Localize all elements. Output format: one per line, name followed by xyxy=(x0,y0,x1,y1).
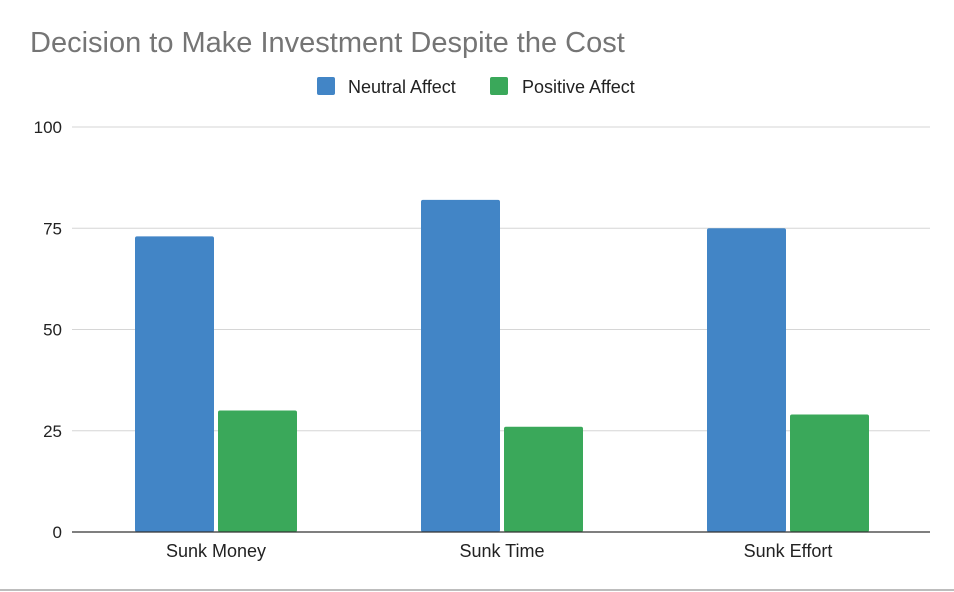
legend-label-positive-affect: Positive Affect xyxy=(522,77,635,97)
y-axis-tick-labels: 0 25 50 75 100 xyxy=(34,118,62,542)
x-category-label: Sunk Time xyxy=(459,541,544,561)
legend-label-neutral-affect: Neutral Affect xyxy=(348,77,456,97)
y-tick-label: 50 xyxy=(43,321,62,340)
y-tick-label: 100 xyxy=(34,118,62,137)
bars xyxy=(135,199,869,532)
y-tick-label: 0 xyxy=(53,523,62,542)
x-category-label: Sunk Effort xyxy=(744,541,833,561)
x-axis-category-labels: Sunk Money Sunk Time Sunk Effort xyxy=(166,541,832,561)
chart-title: Decision to Make Investment Despite the … xyxy=(30,27,625,59)
legend-swatch-positive-affect xyxy=(490,77,508,95)
legend-swatch-neutral-affect xyxy=(317,77,335,95)
bar-sunk-time-positive-affect xyxy=(504,426,583,532)
bar-sunk-time-neutral-affect xyxy=(421,199,500,532)
bar-sunk-effort-positive-affect xyxy=(790,414,869,532)
legend: Neutral Affect Positive Affect xyxy=(317,77,635,97)
gridlines xyxy=(72,126,930,432)
y-tick-label: 75 xyxy=(43,219,62,238)
bar-sunk-money-neutral-affect xyxy=(135,236,214,532)
bar-sunk-money-positive-affect xyxy=(218,410,297,532)
bar-sunk-effort-neutral-affect xyxy=(707,228,786,532)
y-tick-label: 25 xyxy=(43,422,62,441)
x-category-label: Sunk Money xyxy=(166,541,266,561)
